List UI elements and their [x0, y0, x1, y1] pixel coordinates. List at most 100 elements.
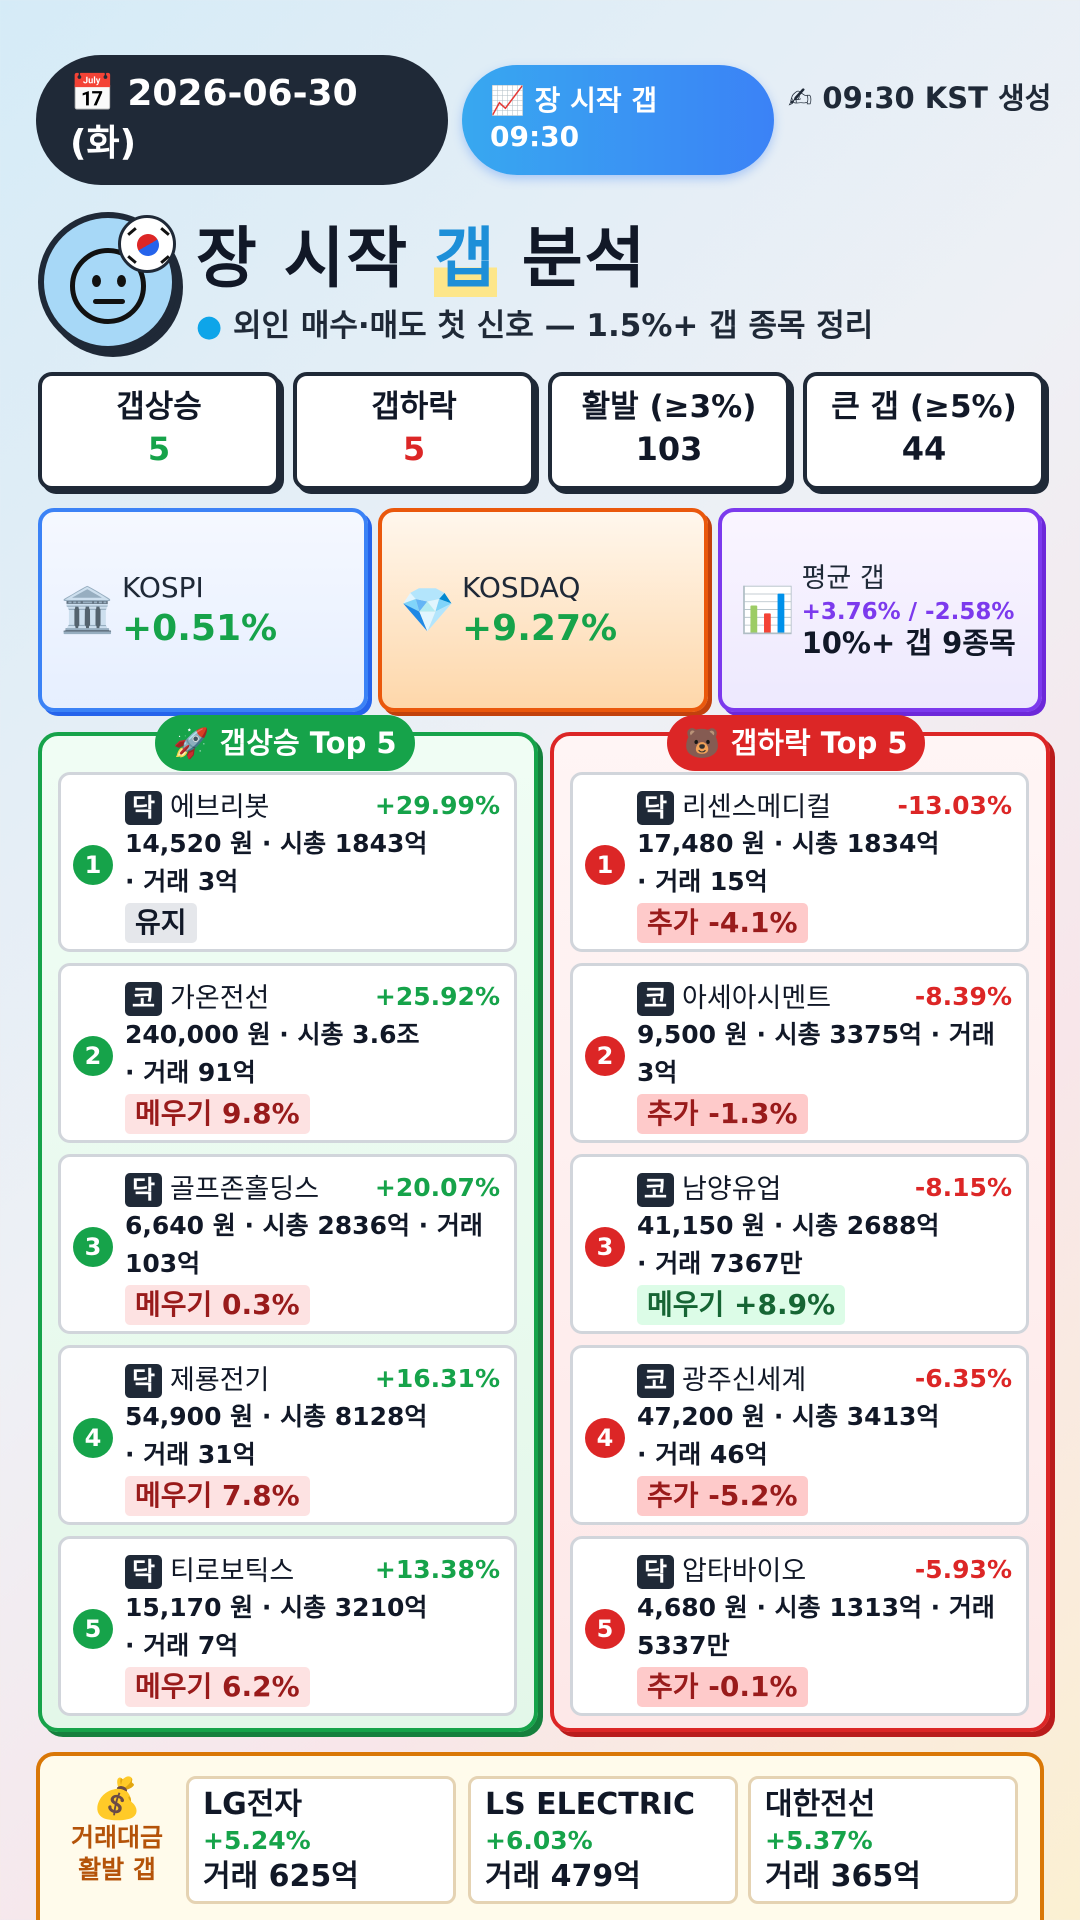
- rank-badge: 3: [585, 1227, 625, 1267]
- stock-info: 17,480 원 · 시총 1834억: [637, 829, 940, 858]
- rank-badge: 4: [73, 1418, 113, 1458]
- market-badge: 코: [637, 982, 675, 1016]
- market-badge: 닥: [125, 1555, 163, 1589]
- stock-name: 남양유업: [682, 1174, 782, 1205]
- session-pill[interactable]: 📈 장 시작 갭 09:30: [462, 65, 774, 175]
- gap-change: -5.93%: [914, 1554, 1012, 1584]
- gap-change: +29.99%: [374, 790, 500, 820]
- stock-info: · 거래 7억: [125, 1631, 239, 1660]
- gap-change: -6.35%: [914, 1363, 1012, 1393]
- rank-badge: 3: [73, 1227, 113, 1267]
- stock-name: 가온전선: [170, 983, 270, 1014]
- page-title: 장 시작 갭 분석: [196, 220, 648, 297]
- page-subtitle: ● 외인 매수·매도 첫 신호 — 1.5%+ 갭 종목 정리: [196, 308, 874, 344]
- market-badge: 닥: [637, 791, 675, 825]
- stat-active: 활발 (≥3%) 103: [548, 372, 790, 490]
- stock-info: 6,640 원 · 시총 2836억 · 거래: [125, 1211, 483, 1240]
- stock-info: · 거래 15억: [637, 867, 768, 896]
- bar-chart-icon: 📊: [740, 585, 795, 636]
- gap-change: -13.03%: [897, 790, 1012, 820]
- trading-volume-section: 💰 거래대금 활발 갭 LG전자 +5.24% 거래 625억 LS ELECT…: [36, 1752, 1044, 1920]
- rank-badge: 5: [73, 1609, 113, 1649]
- status-tag: 메우기 6.2%: [125, 1667, 310, 1707]
- stock-item[interactable]: 2 코 가온전선 +25.92% 240,000 원 · 시총 3.6조 · 거래 91억…: [58, 963, 517, 1143]
- gap-down-title: 🐻 갭하락 Top 5: [667, 715, 925, 771]
- market-badge: 코: [125, 982, 163, 1016]
- status-tag: 메우기 +8.9%: [637, 1285, 846, 1325]
- gap-change: +16.31%: [374, 1363, 500, 1393]
- stock-info: 3억: [637, 1058, 678, 1087]
- stock-info: 15,170 원 · 시총 3210억: [125, 1593, 428, 1622]
- stock-info: 9,500 원 · 시총 3375억 · 거래: [637, 1020, 995, 1049]
- rank-badge: 2: [585, 1036, 625, 1076]
- status-tag: 추가 -1.3%: [637, 1094, 808, 1134]
- rank-badge: 1: [585, 845, 625, 885]
- stock-name: 리센스메디컬: [682, 792, 832, 823]
- gap-change: -8.15%: [914, 1172, 1012, 1202]
- stock-item[interactable]: 4 닥 제룡전기 +16.31% 54,900 원 · 시총 8128억 · 거래 31억…: [58, 1345, 517, 1525]
- stat-gap-down: 갭하락 5: [293, 372, 535, 490]
- stock-item[interactable]: 5 닥 압타바이오 -5.93% 4,680 원 · 시총 1313억 · 거래 5337…: [570, 1536, 1029, 1716]
- status-tag: 추가 -5.2%: [637, 1476, 808, 1516]
- stock-info: 54,900 원 · 시총 8128억: [125, 1402, 428, 1431]
- stock-info: · 거래 46억: [637, 1440, 768, 1469]
- stock-name: 티로보틱스: [170, 1556, 295, 1587]
- stock-info: · 거래 31억: [125, 1440, 256, 1469]
- status-tag: 추가 -4.1%: [637, 903, 808, 943]
- gap-down-panel: 1 닥 리센스메디컬 -13.03% 17,480 원 · 시총 1834억 · 거래 1…: [550, 732, 1050, 1732]
- market-badge: 닥: [637, 1555, 675, 1589]
- market-badge: 코: [637, 1364, 675, 1398]
- stock-info: · 거래 91억: [125, 1058, 256, 1087]
- rank-badge: 5: [585, 1609, 625, 1649]
- gap-change: +13.38%: [374, 1554, 500, 1584]
- market-badge: 닥: [125, 1364, 163, 1398]
- stock-info: 4,680 원 · 시총 1313억 · 거래: [637, 1593, 995, 1622]
- kosdaq-card: 💎 KOSDAQ +9.27%: [378, 508, 708, 712]
- stock-name: 골프존홀딩스: [170, 1174, 320, 1205]
- rank-badge: 4: [585, 1418, 625, 1458]
- generated-time: ✍ 09:30 KST 생성: [788, 81, 1052, 115]
- stock-name: 아세아시멘트: [682, 983, 832, 1014]
- rank-badge: 1: [73, 845, 113, 885]
- stock-info: 5337만: [637, 1631, 730, 1660]
- korea-flag-icon: [118, 215, 176, 273]
- stock-name: 에브리봇: [170, 792, 270, 823]
- bank-icon: 🏛️: [60, 585, 115, 636]
- gem-icon: 💎: [400, 585, 455, 636]
- stock-item[interactable]: 4 코 광주신세계 -6.35% 47,200 원 · 시총 3413억 · 거래 46억…: [570, 1345, 1029, 1525]
- status-tag: 메우기 9.8%: [125, 1094, 310, 1134]
- date-pill: 📅 2026-06-30 (화): [36, 55, 448, 185]
- trading-card[interactable]: LG전자 +5.24% 거래 625억: [186, 1776, 456, 1904]
- avg-gap-card: 📊 평균 갭 +3.76% / -2.58% 10%+ 갭 9종목: [718, 508, 1042, 712]
- status-tag: 메우기 0.3%: [125, 1285, 310, 1325]
- stock-item[interactable]: 5 닥 티로보틱스 +13.38% 15,170 원 · 시총 3210억 · 거래 7억…: [58, 1536, 517, 1716]
- trading-card[interactable]: 대한전선 +5.37% 거래 365억: [748, 1776, 1018, 1904]
- money-bag-icon: 💰: [92, 1776, 142, 1822]
- rank-badge: 2: [73, 1036, 113, 1076]
- stock-info: 47,200 원 · 시총 3413억: [637, 1402, 940, 1431]
- gap-change: +25.92%: [374, 981, 500, 1011]
- kospi-card: 🏛️ KOSPI +0.51%: [38, 508, 368, 712]
- gap-up-panel: 1 닥 에브리봇 +29.99% 14,520 원 · 시총 1843억 · 거래 3억 유…: [38, 732, 538, 1732]
- market-badge: 닥: [125, 791, 163, 825]
- market-badge: 닥: [125, 1173, 163, 1207]
- stock-item[interactable]: 3 코 남양유업 -8.15% 41,150 원 · 시총 2688억 · 거래 7367…: [570, 1154, 1029, 1334]
- gap-change: +20.07%: [374, 1172, 500, 1202]
- stat-big-gap: 큰 갭 (≥5%) 44: [803, 372, 1045, 490]
- bullet-icon: ●: [196, 309, 223, 344]
- stock-name: 광주신세계: [682, 1365, 807, 1396]
- trading-card[interactable]: LS ELECTRIC +6.03% 거래 479억: [468, 1776, 738, 1904]
- stock-item[interactable]: 2 코 아세아시멘트 -8.39% 9,500 원 · 시총 3375억 · 거래 3억 추…: [570, 963, 1029, 1143]
- stock-item[interactable]: 1 닥 에브리봇 +29.99% 14,520 원 · 시총 1843억 · 거래 3억 유…: [58, 772, 517, 952]
- stock-name: 제룡전기: [170, 1365, 270, 1396]
- stock-info: 103억: [125, 1249, 201, 1278]
- status-tag: 유지: [125, 903, 197, 943]
- status-tag: 추가 -0.1%: [637, 1667, 808, 1707]
- market-badge: 코: [637, 1173, 675, 1207]
- stock-info: 240,000 원 · 시총 3.6조: [125, 1020, 420, 1049]
- stat-gap-up: 갭상승 5: [38, 372, 280, 490]
- stock-item[interactable]: 1 닥 리센스메디컬 -13.03% 17,480 원 · 시총 1834억 · 거래 1…: [570, 772, 1029, 952]
- stock-info: 41,150 원 · 시총 2688억: [637, 1211, 940, 1240]
- gap-up-title: 🚀 갭상승 Top 5: [155, 715, 415, 771]
- stock-item[interactable]: 3 닥 골프존홀딩스 +20.07% 6,640 원 · 시총 2836억 · 거래 10…: [58, 1154, 517, 1334]
